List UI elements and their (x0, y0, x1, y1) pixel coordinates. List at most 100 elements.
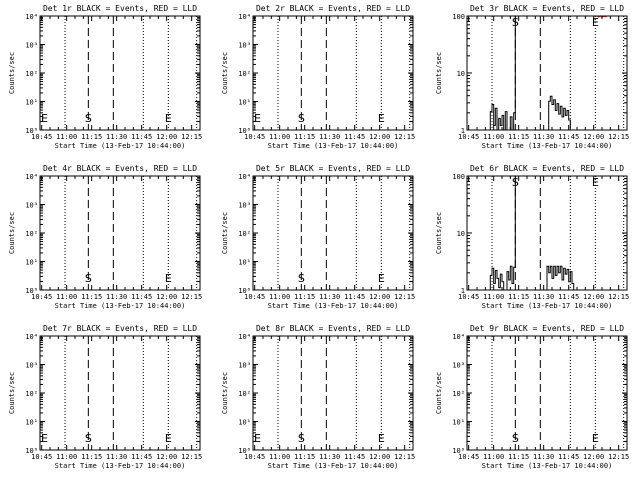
y-tick-label: 10⁴ (238, 173, 251, 181)
x-tick-label: 11:30 (319, 293, 340, 301)
y-tick-label: 10⁰ (238, 287, 251, 295)
y-tick-label: 10⁴ (25, 13, 38, 21)
x-tick-label: 11:30 (106, 453, 127, 461)
chart-panel-7: Det 7r BLACK = Events, RED = LLD 10⁰ 10¹ 10… (8, 324, 202, 470)
y-tick-label: 10¹ (238, 419, 251, 427)
event-marker-s: S (85, 272, 92, 285)
series-line (489, 176, 516, 291)
x-tick-label: 12:00 (156, 453, 177, 461)
x-axis-label: Start Time (13-Feb-17 10:44:00) (55, 302, 186, 310)
x-tick-label: 11:45 (131, 133, 152, 141)
x-tick-label: 11:15 (81, 133, 102, 141)
chart-title: Det 6r BLACK = Events, RED = LLD (470, 164, 624, 173)
x-tick-label: 11:00 (56, 133, 77, 141)
y-tick-label: 10⁰ (238, 447, 251, 455)
y-tick-label: 10¹ (25, 99, 38, 107)
x-tick-label: 11:30 (319, 133, 340, 141)
x-tick-label: 12:00 (583, 293, 604, 301)
x-tick-label: 12:15 (394, 133, 415, 141)
chart-title: Det 9r BLACK = Events, RED = LLD (470, 324, 624, 333)
x-tick-label: 11:30 (533, 293, 554, 301)
y-tick-label: 10⁰ (25, 127, 38, 135)
x-tick-label: 10:45 (458, 133, 479, 141)
y-axis-label: Counts/sec (221, 372, 229, 414)
x-tick-label: 11:30 (533, 453, 554, 461)
x-tick-label: 11:00 (483, 453, 504, 461)
y-tick-label: 10¹ (238, 99, 251, 107)
x-tick-label: 12:15 (608, 133, 629, 141)
y-tick-label: 10⁴ (25, 173, 38, 181)
x-tick-label: 12:00 (583, 453, 604, 461)
chart-title: Det 4r BLACK = Events, RED = LLD (43, 164, 197, 173)
x-tick-label: 11:15 (294, 293, 315, 301)
chart-title: Det 5r BLACK = Events, RED = LLD (256, 164, 410, 173)
chart-title: Det 8r BLACK = Events, RED = LLD (256, 324, 410, 333)
x-tick-label: 12:15 (394, 453, 415, 461)
chart-title: Det 1r BLACK = Events, RED = LLD (43, 4, 197, 13)
y-tick-label: 1 (461, 127, 465, 135)
y-tick-label: 10⁴ (238, 333, 251, 341)
x-tick-label: 12:00 (369, 133, 390, 141)
x-tick-label: 11:30 (106, 133, 127, 141)
x-tick-label: 11:45 (558, 133, 579, 141)
x-tick-label: 11:00 (269, 453, 290, 461)
x-axis-label: Start Time (13-Feb-17 10:44:00) (482, 462, 613, 470)
x-tick-label: 12:00 (156, 133, 177, 141)
chart-panel-1: Det 1r BLACK = Events, RED = LLD 10⁰ 10¹ 10… (8, 4, 202, 150)
event-marker-e: E (592, 176, 599, 189)
y-tick-label: 10¹ (25, 419, 38, 427)
x-tick-label: 10:45 (244, 453, 265, 461)
y-tick-label: 1 (461, 287, 465, 295)
x-tick-label: 12:15 (181, 453, 202, 461)
chart-panel-3: Det 3r BLACK = Events, RED = LLD 1 10 100 10… (435, 4, 629, 150)
y-tick-label: 10¹ (25, 259, 38, 267)
x-tick-label: 12:00 (156, 293, 177, 301)
x-tick-label: 10:45 (31, 133, 52, 141)
event-marker-s: S (512, 432, 519, 445)
y-tick-label: 10² (25, 390, 38, 398)
y-tick-label: 10³ (452, 362, 465, 370)
x-tick-label: 10:45 (244, 133, 265, 141)
y-tick-label: 10³ (25, 362, 38, 370)
event-marker-s: S (298, 272, 305, 285)
y-tick-label: 10⁰ (452, 447, 465, 455)
event-marker-e: E (165, 272, 172, 285)
x-axis-label: Start Time (13-Feb-17 10:44:00) (482, 142, 613, 150)
x-tick-label: 11:45 (344, 133, 365, 141)
x-tick-label: 10:45 (458, 453, 479, 461)
y-tick-label: 10⁰ (25, 287, 38, 295)
chart-panel-2: Det 2r BLACK = Events, RED = LLD 10⁰ 10¹ 10… (221, 4, 415, 150)
y-tick-label: 10⁰ (238, 127, 251, 135)
y-tick-label: 10¹ (452, 419, 465, 427)
chart-panel-8: Det 8r BLACK = Events, RED = LLD 10⁰ 10¹ 10… (221, 324, 415, 470)
event-marker-s: S (512, 16, 519, 29)
y-axis-label: Counts/sec (435, 52, 443, 94)
y-tick-label: 10³ (25, 42, 38, 50)
y-axis-label: Counts/sec (8, 372, 16, 414)
y-tick-label: 10² (238, 390, 251, 398)
y-tick-label: 100 (452, 173, 465, 181)
x-tick-label: 11:00 (269, 293, 290, 301)
event-marker-e: E (378, 272, 385, 285)
x-tick-label: 11:30 (533, 133, 554, 141)
x-tick-label: 12:15 (608, 293, 629, 301)
x-tick-label: 12:15 (181, 133, 202, 141)
event-marker-e: E (165, 112, 172, 125)
x-axis-label: Start Time (13-Feb-17 10:44:00) (55, 462, 186, 470)
event-marker-s: S (298, 432, 305, 445)
y-axis-label: Counts/sec (221, 52, 229, 94)
event-marker-e: E (254, 432, 261, 445)
event-marker-e: E (165, 432, 172, 445)
x-tick-label: 11:45 (558, 293, 579, 301)
x-tick-label: 10:45 (31, 293, 52, 301)
chart-panel-9: Det 9r BLACK = Events, RED = LLD 10⁰ 10¹ 10… (435, 324, 629, 470)
x-axis-label: Start Time (13-Feb-17 10:44:00) (268, 302, 399, 310)
y-axis-label: Counts/sec (8, 212, 16, 254)
x-tick-label: 11:45 (344, 293, 365, 301)
series-line (548, 95, 571, 130)
y-tick-label: 10³ (25, 202, 38, 210)
event-marker-s: S (85, 112, 92, 125)
x-tick-label: 11:15 (508, 133, 529, 141)
